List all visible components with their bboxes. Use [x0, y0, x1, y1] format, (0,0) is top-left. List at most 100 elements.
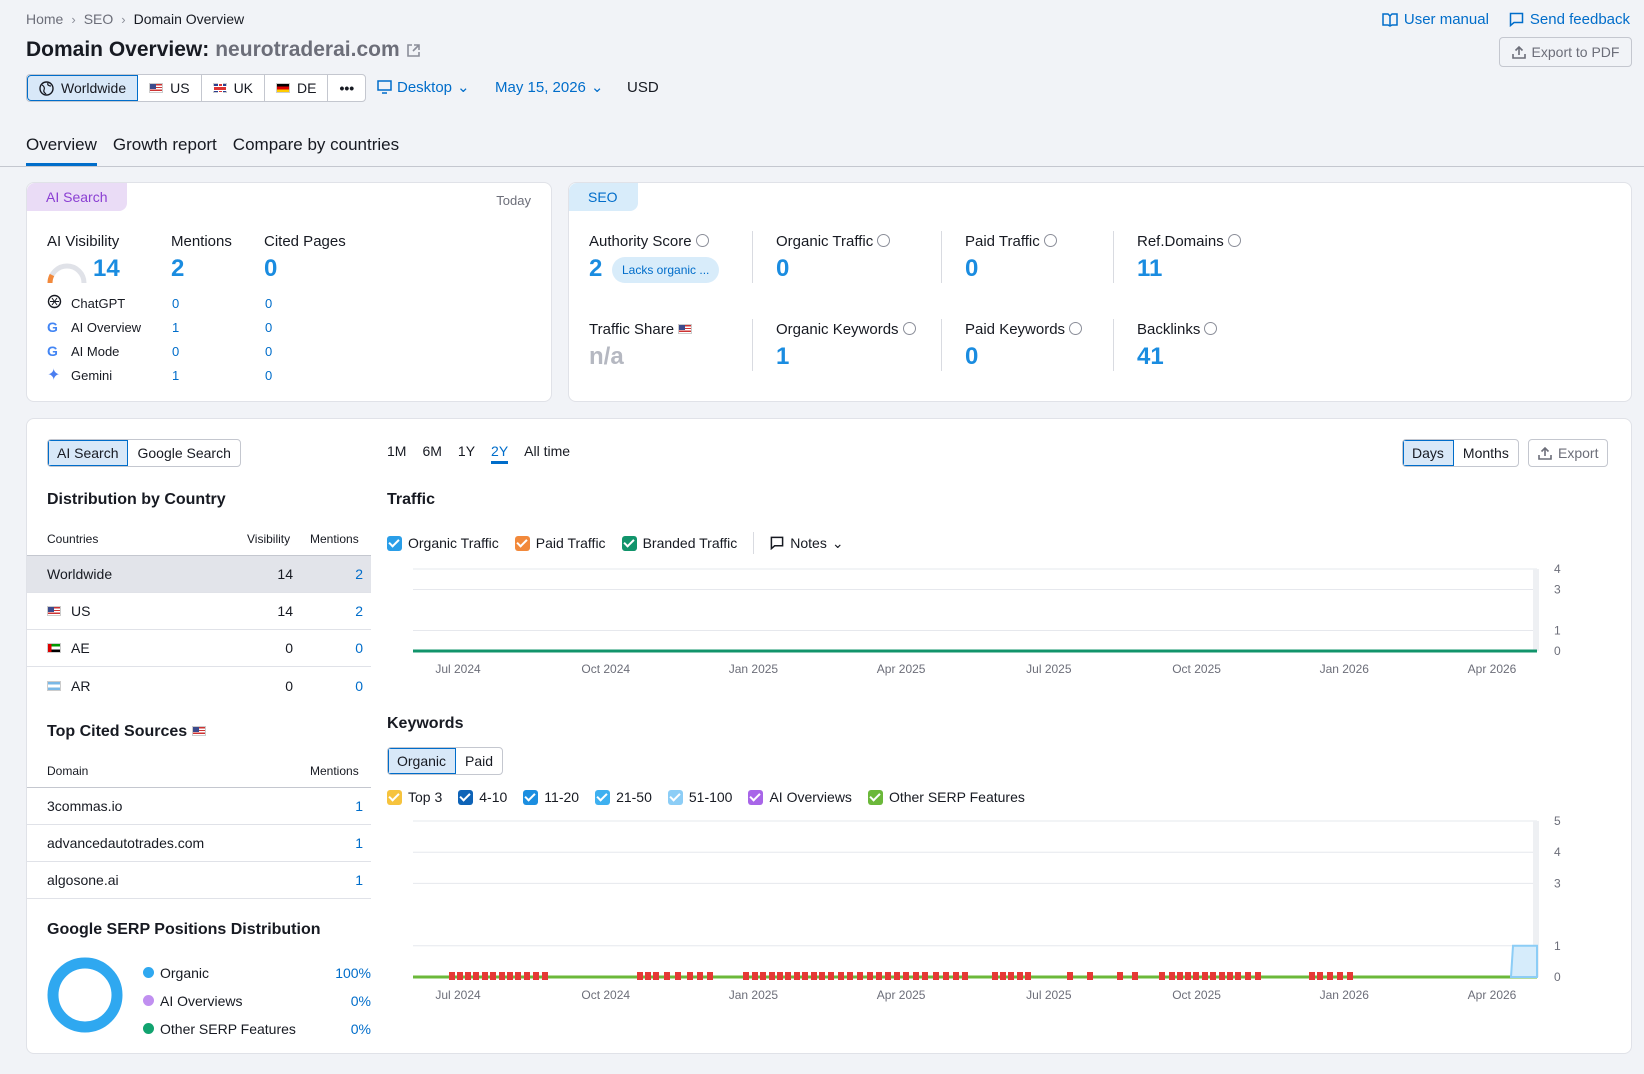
toggle-ai-search[interactable]: AI Search [48, 440, 129, 466]
legend-4-10[interactable]: 4-10 [458, 789, 507, 805]
note-flag-icon[interactable] [1087, 972, 1093, 980]
note-flag-icon[interactable] [473, 972, 479, 980]
note-flag-icon[interactable] [1000, 972, 1006, 980]
note-flag-icon[interactable] [847, 972, 853, 980]
breadcrumb-home[interactable]: Home [26, 11, 64, 27]
note-flag-icon[interactable] [1202, 972, 1208, 980]
note-flag-icon[interactable] [1185, 972, 1191, 980]
ai-visibility-value[interactable]: 14 [93, 255, 120, 282]
note-flag-icon[interactable] [542, 972, 548, 980]
chart-scroll-rail[interactable] [1533, 821, 1539, 977]
note-flag-icon[interactable] [785, 972, 791, 980]
breadcrumb-seo[interactable]: SEO [83, 11, 114, 27]
note-flag-icon[interactable] [1219, 972, 1225, 980]
note-flag-icon[interactable] [802, 972, 808, 980]
note-flag-icon[interactable] [1227, 972, 1233, 980]
note-flag-icon[interactable] [1245, 972, 1251, 980]
table-row[interactable]: Worldwide 14 2 [27, 556, 371, 593]
note-flag-icon[interactable] [913, 972, 919, 980]
note-flag-icon[interactable] [533, 972, 539, 980]
toggle-organic[interactable]: Organic [388, 748, 457, 774]
note-flag-icon[interactable] [885, 972, 891, 980]
note-flag-icon[interactable] [1117, 972, 1123, 980]
organic-keywords-value[interactable]: 1 [776, 343, 790, 370]
organic-traffic-value[interactable]: 0 [776, 255, 790, 282]
toggle-months[interactable]: Months [1462, 445, 1509, 461]
note-flag-icon[interactable] [794, 972, 800, 980]
mentions-value[interactable]: 2 [171, 255, 185, 282]
legend-branded-traffic[interactable]: Branded Traffic [621, 535, 737, 551]
send-feedback-link[interactable]: Send feedback [1509, 11, 1630, 28]
table-row[interactable]: advancedautotrades.com 1 [27, 825, 371, 862]
note-flag-icon[interactable] [645, 972, 651, 980]
notes-dropdown[interactable]: Notes ⌄ [770, 535, 844, 552]
note-flag-icon[interactable] [499, 972, 505, 980]
note-flag-icon[interactable] [637, 972, 643, 980]
note-flag-icon[interactable] [515, 972, 521, 980]
table-row[interactable]: US 14 2 [27, 593, 371, 630]
note-flag-icon[interactable] [943, 972, 949, 980]
note-flag-icon[interactable] [482, 972, 488, 980]
tab-compare-by-countries[interactable]: Compare by countries [232, 135, 400, 154]
paid-traffic-value[interactable]: 0 [965, 255, 979, 282]
note-flag-icon[interactable] [811, 972, 817, 980]
note-flag-icon[interactable] [490, 972, 496, 980]
authority-chip[interactable]: Lacks organic ... [612, 257, 720, 283]
note-flag-icon[interactable] [664, 972, 670, 980]
legend-paid-traffic[interactable]: Paid Traffic [514, 535, 606, 551]
toggle-paid[interactable]: Paid [465, 753, 494, 769]
note-flag-icon[interactable] [507, 972, 513, 980]
device-dropdown[interactable]: Desktop ⌄ [377, 78, 470, 96]
note-flag-icon[interactable] [1169, 972, 1175, 980]
note-flag-icon[interactable] [922, 972, 928, 980]
toggle-days[interactable]: Days [1403, 440, 1454, 466]
note-flag-icon[interactable] [1159, 972, 1165, 980]
note-flag-icon[interactable] [962, 972, 968, 980]
note-flag-icon[interactable] [1210, 972, 1216, 980]
tab-overview[interactable]: Overview [26, 135, 97, 166]
cited-pages-value[interactable]: 0 [264, 255, 278, 282]
note-flag-icon[interactable] [1177, 972, 1183, 980]
note-flag-icon[interactable] [838, 972, 844, 980]
region-worldwide[interactable]: Worldwide [27, 75, 139, 101]
toggle-google-search[interactable]: Google Search [137, 445, 231, 461]
ref-domains-value[interactable]: 11 [1137, 255, 1163, 282]
note-flag-icon[interactable] [675, 972, 681, 980]
traffic-chart[interactable]: 0 1 3 4 Jul 2024 Oct 2024 Jan 2025 Apr 2025 Jul … [387, 549, 1587, 679]
info-icon[interactable] [1069, 322, 1083, 335]
note-flag-icon[interactable] [992, 972, 998, 980]
table-row[interactable]: algosone.ai 1 [27, 862, 371, 899]
note-flag-icon[interactable] [953, 972, 959, 980]
range-1m[interactable]: 1M [387, 443, 407, 459]
note-flag-icon[interactable] [449, 972, 455, 980]
range-1y[interactable]: 1Y [457, 443, 476, 459]
info-icon[interactable] [695, 234, 709, 247]
table-row[interactable]: 3commas.io 1 [27, 788, 371, 825]
keywords-chart[interactable]: 0 1 3 4 5 Jul 2024 Oct 2024 Jan 2025 Apr 2025 Jul… [387, 801, 1587, 1011]
note-flag-icon[interactable] [933, 972, 939, 980]
note-flag-icon[interactable] [1067, 972, 1073, 980]
table-row[interactable]: AE 0 0 [27, 630, 371, 667]
more-regions-button[interactable]: ••• [339, 80, 355, 96]
note-flag-icon[interactable] [769, 972, 775, 980]
legend-ai-overviews[interactable]: AI Overviews [748, 789, 852, 805]
note-flag-icon[interactable] [1132, 972, 1138, 980]
note-flag-icon[interactable] [465, 972, 471, 980]
note-flag-icon[interactable] [1317, 972, 1323, 980]
range-6m[interactable]: 6M [422, 443, 442, 459]
region-de[interactable]: DE [265, 75, 329, 101]
legend-11-20[interactable]: 11-20 [523, 789, 579, 805]
note-flag-icon[interactable] [894, 972, 900, 980]
note-flag-icon[interactable] [857, 972, 863, 980]
note-flag-icon[interactable] [1008, 972, 1014, 980]
export-pdf-button[interactable]: Export to PDF [1499, 37, 1632, 67]
chart-scroll-rail[interactable] [1533, 569, 1539, 651]
backlinks-value[interactable]: 41 [1137, 343, 1164, 370]
export-button[interactable]: Export [1528, 439, 1609, 467]
region-uk[interactable]: UK [202, 75, 266, 101]
note-flag-icon[interactable] [1235, 972, 1241, 980]
note-flag-icon[interactable] [457, 972, 463, 980]
legend-top-3[interactable]: Top 3 [387, 789, 442, 805]
info-icon[interactable] [1227, 234, 1241, 247]
info-icon[interactable] [1204, 322, 1218, 335]
